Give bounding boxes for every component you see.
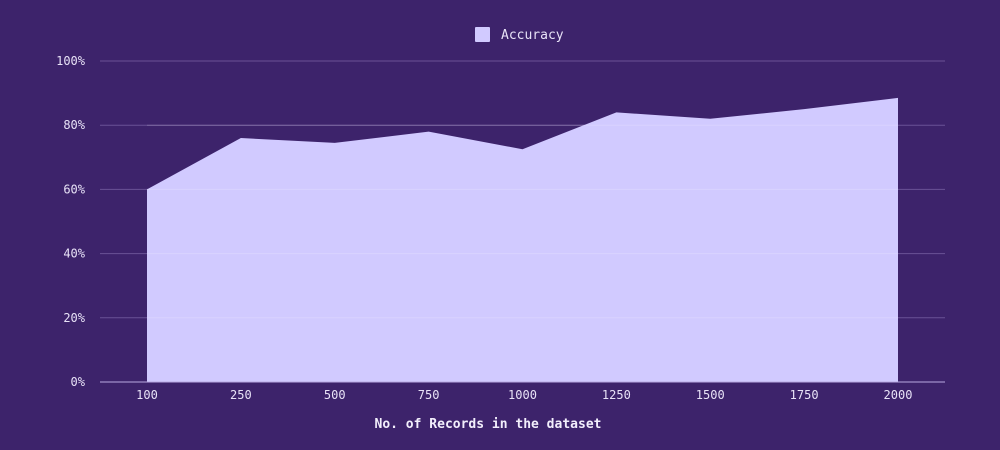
x-axis-title: No. of Records in the dataset: [375, 417, 602, 432]
data-point-1750[interactable]: [801, 106, 807, 112]
y-tick-label-100pct: 100%: [56, 54, 86, 68]
y-tick-label-20pct: 20%: [63, 311, 85, 325]
x-tick-label-500: 500: [324, 388, 346, 402]
plot-area: [144, 95, 901, 382]
data-point-1000[interactable]: [520, 146, 526, 152]
data-point-1250[interactable]: [613, 109, 619, 115]
x-tick-label-750: 750: [418, 388, 440, 402]
x-tick-label-250: 250: [230, 388, 252, 402]
y-tick-label-40pct: 40%: [63, 247, 85, 261]
x-axis: 100 250 500 750 1000 1250 1500 1750 2000: [100, 381, 945, 402]
data-point-2000[interactable]: [895, 95, 901, 101]
data-point-500[interactable]: [332, 140, 338, 146]
x-tick-label-1000: 1000: [508, 388, 537, 402]
y-tick-label-0pct: 0%: [71, 375, 86, 389]
series-area-accuracy[interactable]: [147, 97, 898, 382]
x-tick-label-2000: 2000: [884, 388, 913, 402]
x-tick-label-1250: 1250: [602, 388, 631, 402]
y-tick-label-80pct: 80%: [63, 118, 85, 132]
data-point-750[interactable]: [426, 129, 432, 135]
data-point-100[interactable]: [144, 186, 150, 192]
x-tick-label-1500: 1500: [696, 388, 725, 402]
data-point-1500[interactable]: [707, 116, 713, 122]
legend-label-accuracy[interactable]: Accuracy: [501, 28, 564, 43]
y-axis: 0% 20% 40% 60% 80% 100%: [56, 54, 86, 389]
y-tick-label-60pct: 60%: [63, 182, 85, 196]
data-point-250[interactable]: [238, 135, 244, 141]
legend[interactable]: Accuracy: [475, 27, 564, 43]
legend-swatch-accuracy[interactable]: [475, 27, 490, 42]
x-tick-label-1750: 1750: [790, 388, 819, 402]
x-tick-label-100: 100: [136, 388, 158, 402]
